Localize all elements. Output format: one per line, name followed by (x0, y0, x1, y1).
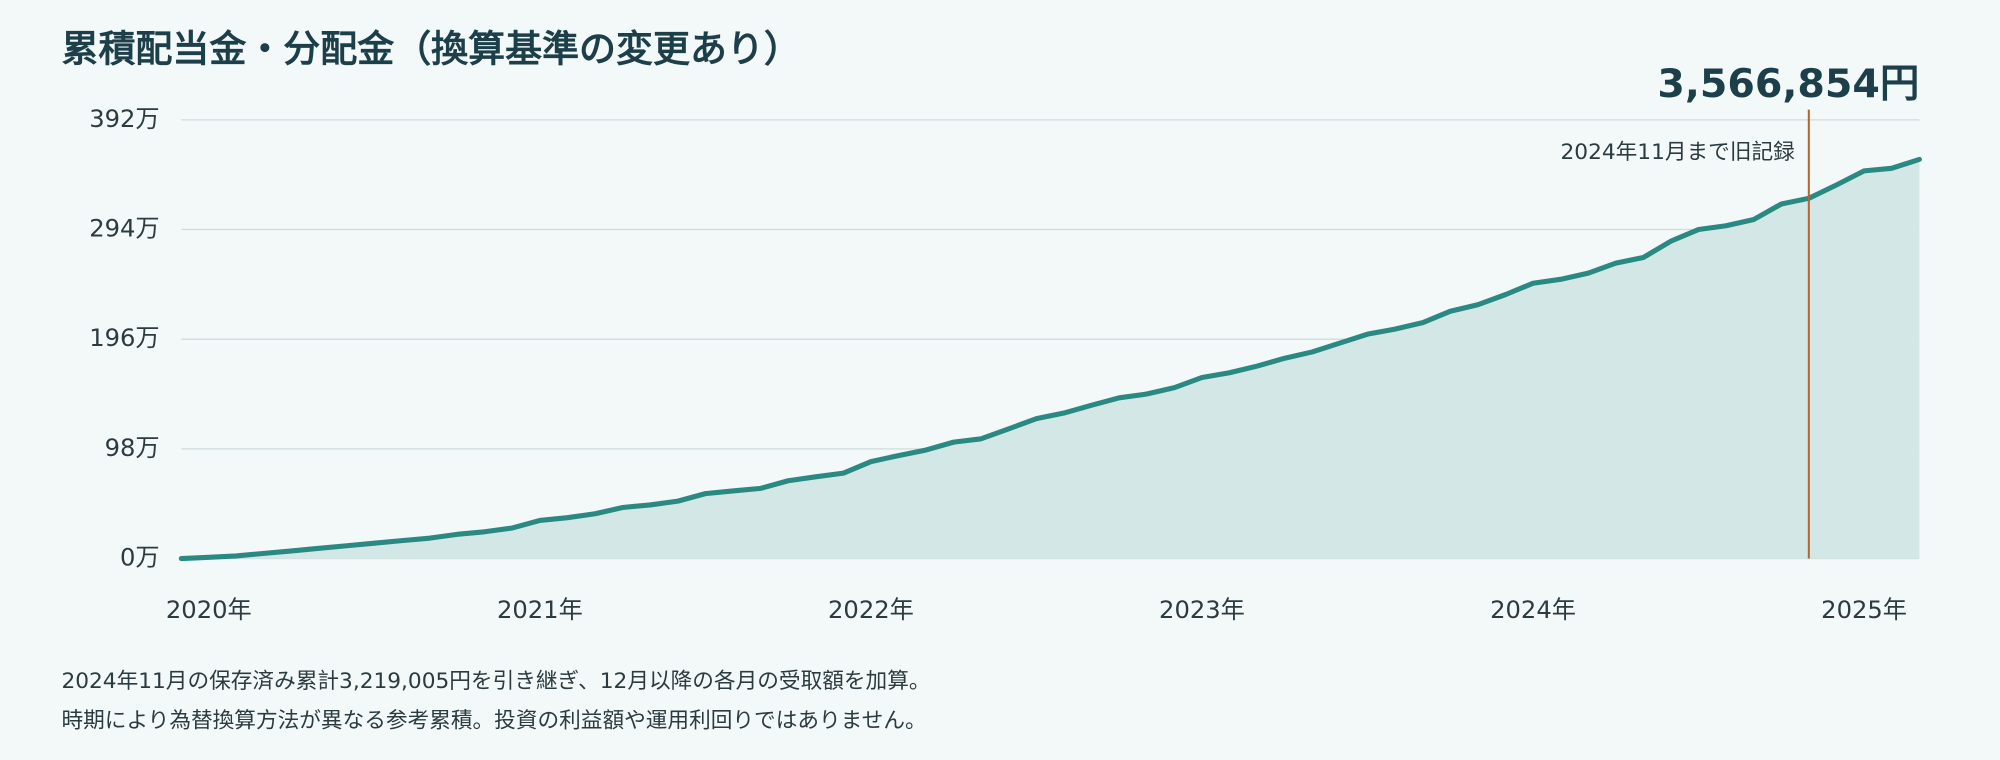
x-tick-label: 2025年 (1821, 596, 1907, 624)
footnote: 2024年11月の保存済み累計3,219,005円を引き継ぎ、12月以降の各月の… (61, 669, 930, 694)
line (178, 156, 1922, 562)
annotation-label: 2024年11月まで旧記録 (1561, 140, 1796, 165)
area (181, 159, 1920, 559)
y-tick-label: 196万 (89, 324, 159, 352)
x-tick-label: 2022年 (828, 596, 914, 624)
x-tick-label: 2021年 (497, 596, 583, 624)
y-tick-label: 98万 (105, 434, 160, 462)
x-tick-label: 2023年 (1159, 596, 1245, 624)
y-tick-label: 392万 (89, 105, 159, 133)
y-tick-label: 294万 (89, 215, 159, 243)
x-tick-label: 2020年 (166, 596, 252, 624)
chart-title: 累積配当金・分配金（換算基準の変更あり） (61, 28, 800, 71)
footnote: 時期により為替換算方法が異なる参考累積。投資の利益額や運用利回りではありません。 (61, 709, 926, 734)
y-tick-label: 0万 (120, 544, 160, 572)
x-tick-label: 2024年 (1490, 596, 1576, 624)
headline-total: 3,566,854円 (1657, 61, 1919, 107)
